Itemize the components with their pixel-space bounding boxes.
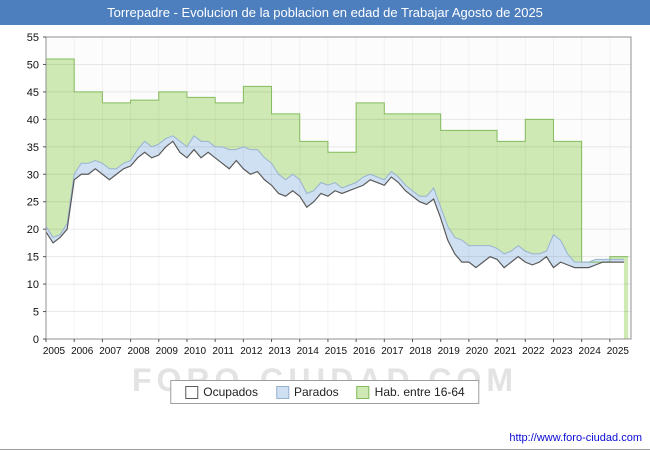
svg-text:35: 35 [27, 142, 39, 154]
svg-text:15: 15 [27, 252, 39, 264]
svg-text:40: 40 [27, 114, 39, 126]
svg-text:2023: 2023 [550, 346, 573, 357]
svg-text:2019: 2019 [438, 346, 461, 357]
svg-text:0: 0 [33, 334, 39, 346]
svg-text:2018: 2018 [409, 346, 432, 357]
svg-text:2008: 2008 [127, 346, 150, 357]
svg-text:20: 20 [27, 224, 39, 236]
svg-text:2012: 2012 [240, 346, 263, 357]
ocupados-swatch-icon [185, 385, 199, 399]
legend-label-ocupados: Ocupados [203, 385, 258, 399]
legend-item-parados: Parados [275, 385, 339, 399]
svg-text:2010: 2010 [184, 346, 207, 357]
svg-text:2005: 2005 [43, 346, 66, 357]
svg-text:2011: 2011 [212, 346, 234, 357]
svg-text:2006: 2006 [71, 346, 94, 357]
legend-label-parados: Parados [293, 385, 339, 399]
svg-text:2016: 2016 [353, 346, 376, 357]
svg-text:2017: 2017 [381, 346, 404, 357]
svg-text:45: 45 [27, 87, 39, 99]
chart-legend: Ocupados Parados Hab. entre 16-64 [170, 380, 480, 404]
svg-text:2021: 2021 [494, 346, 517, 357]
svg-text:5: 5 [33, 307, 39, 319]
svg-text:25: 25 [27, 197, 39, 209]
svg-text:2025: 2025 [607, 346, 630, 357]
svg-text:10: 10 [27, 279, 39, 291]
svg-text:2007: 2007 [99, 346, 122, 357]
svg-text:2014: 2014 [297, 346, 320, 357]
svg-text:2020: 2020 [466, 346, 489, 357]
svg-text:2022: 2022 [522, 346, 545, 357]
svg-text:2024: 2024 [579, 346, 602, 357]
svg-text:2015: 2015 [325, 346, 348, 357]
foro-ciudad-link[interactable]: http://www.foro-ciudad.com [509, 432, 642, 444]
svg-text:2009: 2009 [156, 346, 179, 357]
chart-title: Torrepadre - Evolucion de la poblacion e… [107, 5, 543, 20]
svg-text:30: 30 [27, 169, 39, 181]
svg-text:2013: 2013 [268, 346, 291, 357]
parados-swatch-icon [275, 385, 289, 399]
legend-label-hab: Hab. entre 16-64 [374, 385, 465, 399]
svg-text:50: 50 [27, 59, 39, 71]
svg-text:55: 55 [27, 32, 39, 44]
title-bar: Torrepadre - Evolucion de la poblacion e… [0, 0, 650, 25]
legend-item-ocupados: Ocupados [185, 385, 258, 399]
hab-swatch-icon [356, 385, 370, 399]
legend-item-hab: Hab. entre 16-64 [356, 385, 465, 399]
